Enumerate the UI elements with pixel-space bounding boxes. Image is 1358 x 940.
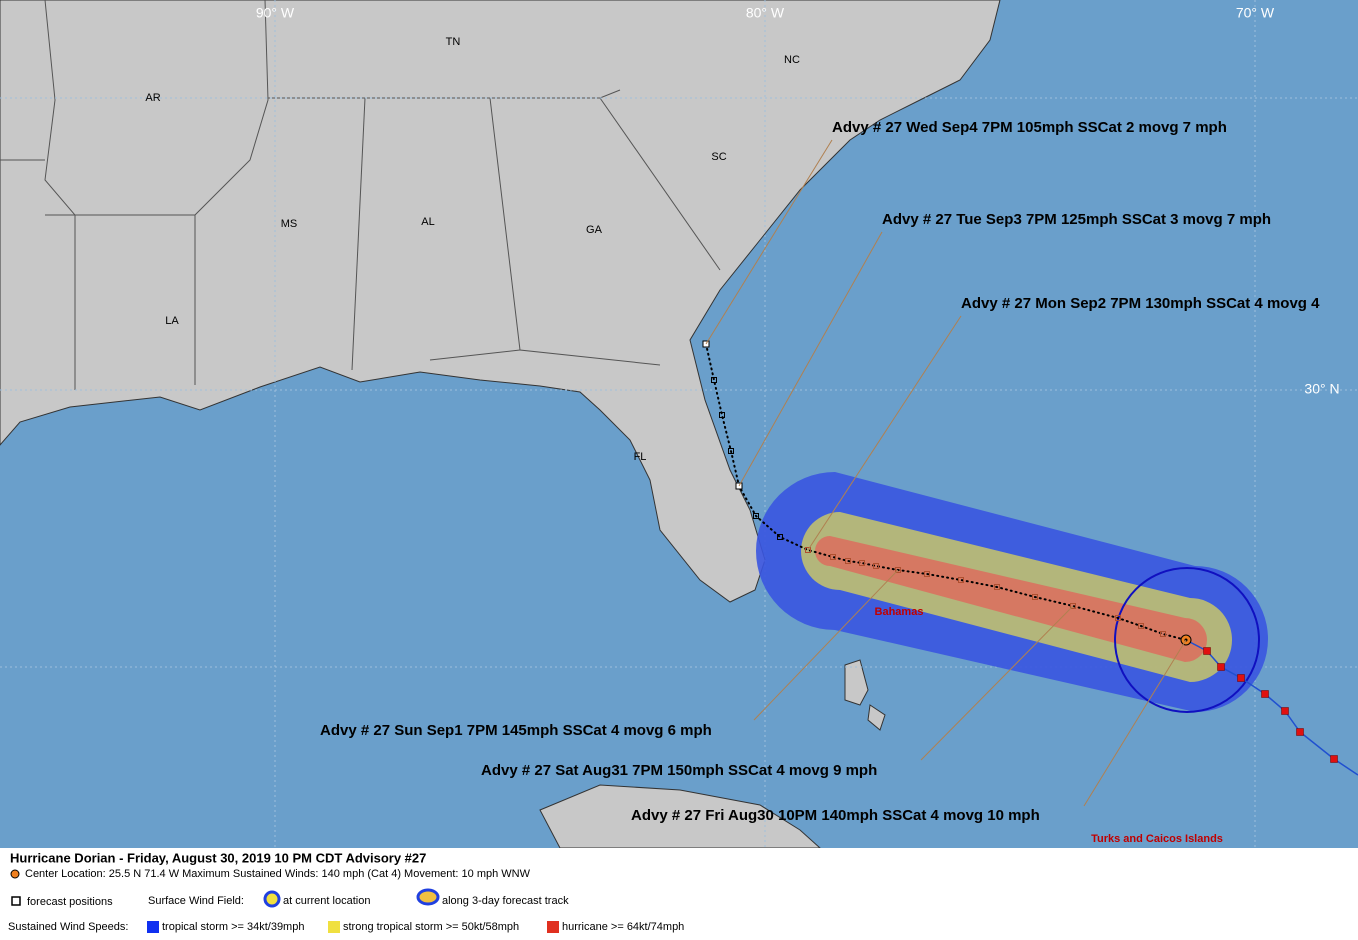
longitude-label: 80° W xyxy=(746,5,785,21)
forecast-point xyxy=(1115,615,1121,621)
map: 90° W 80° W 70° W 30° N AR TN NC SC MS A… xyxy=(0,0,1358,848)
legend-text: along 3-day forecast track xyxy=(442,895,569,907)
advisory-label: Advy # 27 Tue Sep3 7PM 125mph SSCat 3 mo… xyxy=(882,211,1271,228)
state-label: AL xyxy=(421,216,434,228)
past-point xyxy=(1330,755,1338,763)
forecast-point xyxy=(924,571,930,577)
forecast-point xyxy=(859,560,865,566)
legend-text: at current location xyxy=(283,895,370,907)
state-borders xyxy=(0,0,721,390)
state-label: NC xyxy=(784,54,800,66)
forecast-point xyxy=(830,554,836,560)
icon xyxy=(11,896,21,906)
forecast-point xyxy=(1070,603,1076,609)
forecast-point xyxy=(958,577,964,583)
longitude-label: 70° W xyxy=(1236,5,1275,21)
icon xyxy=(416,888,440,906)
state-label: LA xyxy=(165,315,179,327)
forecast-point xyxy=(711,377,717,383)
island xyxy=(867,704,886,731)
advisory-label: Advy # 27 Mon Sep2 7PM 130mph SSCat 4 mo… xyxy=(961,295,1320,312)
forecast-point xyxy=(719,412,725,418)
legend-text: tropical storm >= 34kt/39mph xyxy=(162,921,304,933)
advisory-label: Advy # 27 Wed Sep4 7PM 105mph SSCat 2 mo… xyxy=(832,119,1227,136)
forecast-line xyxy=(705,343,1187,641)
latitude-label: 30° N xyxy=(1304,381,1339,397)
legend-bg xyxy=(0,848,1358,940)
legend-center: Center Location: 25.5 N 71.4 W Maximum S… xyxy=(25,868,531,880)
legend-text: forecast positions xyxy=(27,896,113,908)
forecast-point xyxy=(845,558,851,564)
past-point xyxy=(1217,663,1225,671)
state-label: GA xyxy=(586,224,603,236)
legend-text: strong tropical storm >= 50kt/58mph xyxy=(343,921,519,933)
state-label: AR xyxy=(145,92,160,104)
place-label: Turks and Caicos Islands xyxy=(1091,833,1223,845)
past-point xyxy=(1261,690,1269,698)
legend-text: Sustained Wind Speeds: xyxy=(8,921,128,933)
forecast-point xyxy=(895,567,901,573)
past-point xyxy=(1203,647,1211,655)
legend-title: Hurricane Dorian - Friday, August 30, 20… xyxy=(10,850,426,865)
place-label: Bahamas xyxy=(875,606,924,618)
legend: Hurricane Dorian - Friday, August 30, 20… xyxy=(0,848,1358,940)
swatch xyxy=(147,921,159,933)
state-label: FL xyxy=(634,451,647,463)
land xyxy=(0,0,1001,603)
past-point xyxy=(1281,707,1289,715)
advisory-label: Advy # 27 Sat Aug31 7PM 150mph SSCat 4 m… xyxy=(481,762,877,779)
icon xyxy=(263,890,281,908)
past-point xyxy=(1237,674,1245,682)
forecast-point xyxy=(753,513,759,519)
legend-text: hurricane >= 64kt/74mph xyxy=(562,921,684,933)
longitude-label: 90° W xyxy=(256,5,295,21)
past-point xyxy=(1296,728,1304,736)
forecast-point xyxy=(994,584,1000,590)
state-label: MS xyxy=(281,218,298,230)
wind-field xyxy=(756,472,1268,713)
forecast-point xyxy=(1032,594,1038,600)
swatch xyxy=(328,921,340,933)
forecast-point xyxy=(1138,623,1144,629)
advisory-label: Advy # 27 Fri Aug30 10PM 140mph SSCat 4 … xyxy=(631,807,1040,824)
icon xyxy=(10,869,20,879)
cuba xyxy=(539,784,821,848)
advisory-label: Advy # 27 Sun Sep1 7PM 145mph SSCat 4 mo… xyxy=(320,722,712,739)
state-label: TN xyxy=(446,36,461,48)
swatch xyxy=(547,921,559,933)
island xyxy=(844,659,869,706)
forecast-point xyxy=(1160,631,1166,637)
legend-text: Surface Wind Field: xyxy=(148,895,244,907)
state-label: SC xyxy=(711,151,726,163)
forecast-point xyxy=(728,448,734,454)
forecast-point xyxy=(805,547,811,553)
forecast-point xyxy=(777,534,783,540)
forecast-point xyxy=(873,563,879,569)
leader-lines xyxy=(705,139,1187,807)
